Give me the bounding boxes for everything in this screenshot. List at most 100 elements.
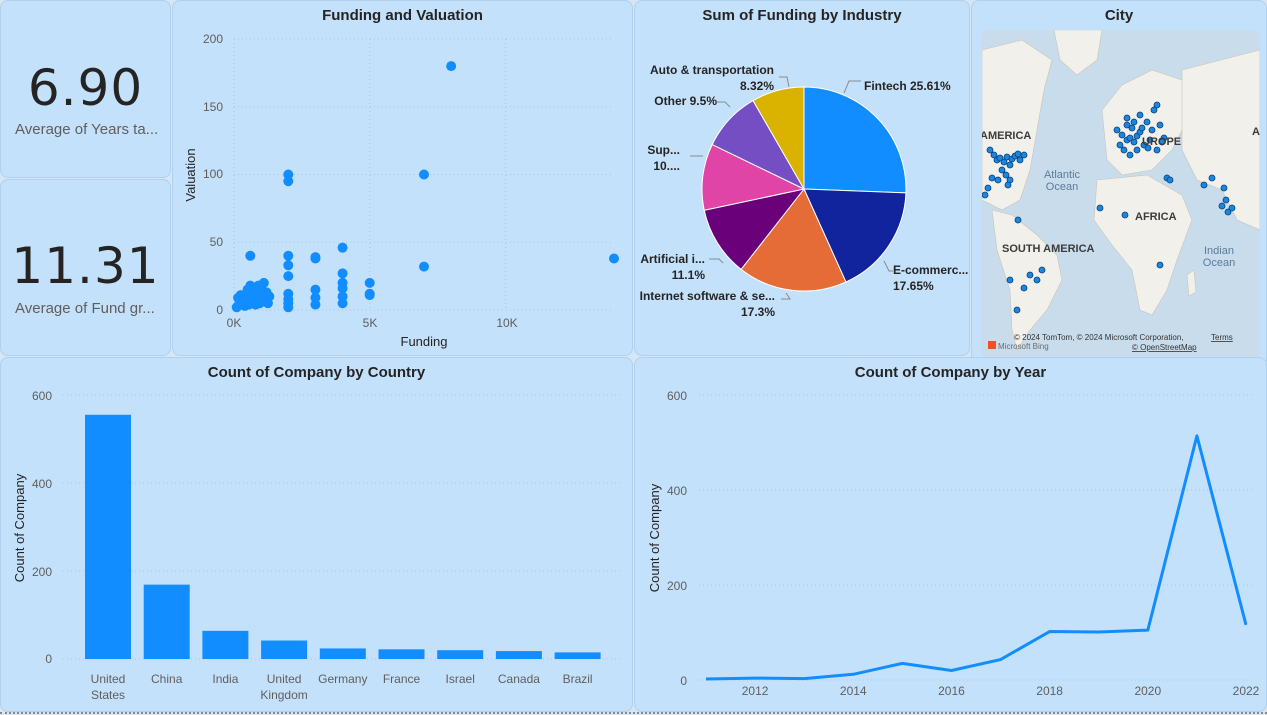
map-location-dot[interactable]	[984, 184, 992, 192]
map-location-dot[interactable]	[1038, 266, 1046, 274]
map-location-dot[interactable]	[1013, 306, 1021, 314]
scatter-point[interactable]	[310, 284, 321, 295]
map-location-dot[interactable]	[1033, 276, 1041, 284]
map-location-dot[interactable]	[1120, 146, 1128, 154]
world-map[interactable]: AMERICA UROPE Atlantic Ocean AFRICA SOUT…	[982, 30, 1260, 358]
map-location-dot[interactable]	[1014, 150, 1022, 158]
scatter-point[interactable]	[283, 176, 294, 187]
bar-chart-card[interactable]: Count of Company by Country 0 200 400 60…	[0, 357, 633, 712]
map-location-dot[interactable]	[1153, 101, 1161, 109]
pie-slice[interactable]	[703, 188, 806, 271]
map-location-dot[interactable]	[1006, 161, 1014, 169]
pie-slice[interactable]	[803, 86, 907, 194]
map-location-dot[interactable]	[1133, 146, 1141, 154]
map-location-dot[interactable]	[1020, 284, 1028, 292]
scatter-point[interactable]	[233, 292, 244, 303]
map-location-dot[interactable]	[1218, 202, 1226, 210]
map-location-dot[interactable]	[1130, 138, 1138, 146]
map-location-dot[interactable]	[990, 151, 998, 159]
map-location-dot[interactable]	[1136, 111, 1144, 119]
map-location-dot[interactable]	[1020, 151, 1028, 159]
map-location-dot[interactable]	[1000, 158, 1008, 166]
map-location-dot[interactable]	[1143, 118, 1151, 126]
scatter-chart-card[interactable]: Funding and Valuation 0 50 100 150 200 0…	[172, 0, 633, 356]
map-location-dot[interactable]	[986, 146, 994, 154]
scatter-point[interactable]	[419, 169, 429, 180]
pie-slice[interactable]	[803, 188, 907, 283]
scatter-point[interactable]	[337, 242, 348, 253]
bar[interactable]	[378, 649, 425, 659]
map-location-dot[interactable]	[1096, 204, 1104, 212]
series-line[interactable]	[705, 434, 1248, 681]
map-location-dot[interactable]	[1128, 124, 1136, 132]
scatter-point[interactable]	[419, 261, 429, 272]
scatter-point[interactable]	[245, 250, 256, 261]
map-location-dot[interactable]	[1126, 151, 1134, 159]
bar[interactable]	[495, 651, 542, 659]
map-location-dot[interactable]	[994, 176, 1002, 184]
scatter-point[interactable]	[337, 283, 348, 294]
map-location-dot[interactable]	[1123, 114, 1131, 122]
pie-chart[interactable]: Fintech 25.61% E-commerc... 17.65% Inter…	[635, 1, 970, 356]
scatter-point[interactable]	[364, 277, 375, 288]
map-location-dot[interactable]	[1118, 131, 1126, 139]
bar[interactable]	[319, 648, 366, 659]
scatter-point[interactable]	[262, 298, 273, 309]
map-terms-link[interactable]: Terms	[1211, 333, 1233, 342]
scatter-point[interactable]	[283, 271, 294, 282]
map-location-dot[interactable]	[1156, 261, 1164, 269]
map-location-dot[interactable]	[1156, 121, 1164, 129]
pie-chart-card[interactable]: Sum of Funding by Industry Fintech 25.61…	[634, 0, 970, 356]
kpi-card-years[interactable]: 6.90 Average of Years ta...	[0, 0, 171, 178]
kpi-card-fund[interactable]: 11.31 Average of Fund gr...	[0, 179, 171, 356]
bar[interactable]	[437, 650, 484, 659]
map-location-dot[interactable]	[1006, 276, 1014, 284]
map-location-dot[interactable]	[998, 166, 1006, 174]
line-chart-card[interactable]: Count of Company by Year 0 200 400 600 C…	[634, 357, 1267, 712]
map-location-dot[interactable]	[1004, 181, 1012, 189]
map-location-dot[interactable]	[1148, 126, 1156, 134]
scatter-plot[interactable]: 0 50 100 150 200 0K 5K 10K Funding Valua…	[173, 1, 633, 356]
map-location-dot[interactable]	[1146, 136, 1154, 144]
map-location-dot[interactable]	[1208, 174, 1216, 182]
pie-slice[interactable]	[740, 188, 847, 292]
map-location-dot[interactable]	[1116, 141, 1124, 149]
map-location-dot[interactable]	[1222, 196, 1230, 204]
bar-chart[interactable]: 0 200 400 600 Count of Company United Sta…	[1, 358, 633, 712]
map-location-dot[interactable]	[1130, 118, 1138, 126]
scatter-point[interactable]	[609, 253, 619, 264]
bar[interactable]	[143, 584, 190, 659]
bar[interactable]	[85, 414, 131, 659]
map-location-dot[interactable]	[1158, 138, 1166, 146]
map-location-dot[interactable]	[1123, 121, 1131, 129]
map-location-dot[interactable]	[1014, 216, 1022, 224]
scatter-point[interactable]	[249, 294, 260, 305]
map-location-dot[interactable]	[1153, 146, 1161, 154]
map-location-dot[interactable]	[1002, 171, 1010, 179]
scatter-point[interactable]	[446, 61, 457, 72]
map-location-dot[interactable]	[1016, 156, 1024, 164]
scatter-point[interactable]	[283, 260, 294, 271]
line-chart[interactable]: 0 200 400 600 Count of Company 2012 2014 2…	[635, 358, 1267, 712]
map-card[interactable]: City AMERICA UROPE Atlantic Ocean AFRICA…	[971, 0, 1267, 368]
map-osm-link[interactable]: © OpenStreetMap	[1132, 343, 1197, 352]
map-location-dot[interactable]	[988, 174, 996, 182]
map-location-dot[interactable]	[1126, 134, 1134, 142]
pie-slice[interactable]	[752, 86, 805, 191]
map-location-dot[interactable]	[1026, 271, 1034, 279]
map-location-dot[interactable]	[996, 154, 1004, 162]
map-location-dot[interactable]	[1113, 126, 1121, 134]
scatter-point[interactable]	[310, 253, 321, 264]
map-location-dot[interactable]	[1150, 106, 1158, 114]
scatter-point[interactable]	[337, 298, 348, 309]
scatter-point[interactable]	[253, 280, 264, 291]
scatter-point[interactable]	[364, 290, 375, 301]
map-location-dot[interactable]	[1200, 181, 1208, 189]
map-location-dot[interactable]	[1220, 184, 1228, 192]
map-location-dot[interactable]	[1224, 208, 1232, 216]
scatter-point[interactable]	[337, 268, 348, 279]
map-view[interactable]: AMERICA UROPE Atlantic Ocean AFRICA SOUT…	[982, 30, 1260, 358]
map-location-dot[interactable]	[1121, 211, 1129, 219]
bar[interactable]	[261, 640, 308, 659]
map-location-dot[interactable]	[982, 191, 989, 199]
